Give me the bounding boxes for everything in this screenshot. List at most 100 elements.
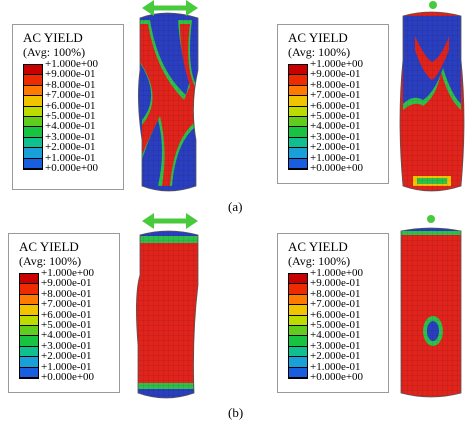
legend-swatch [23,64,43,75]
legend-level-label: +3.000e-01 [45,130,96,143]
legend-level-label: +8.000e-01 [45,78,96,91]
legend-swatch [288,366,308,377]
legend-level-label: +9.000e-01 [45,68,96,81]
legend-swatch [288,314,308,325]
legend-level-label: +4.000e-01 [310,329,361,342]
legend-level-label: +4.000e-01 [45,120,96,133]
legend-swatch [288,376,308,379]
legend-swatch [23,95,43,106]
legend-swatch [288,95,308,106]
legend-b-right: AC YIELD (Avg: 100%) +1.000e+00 +9.000e-0… [277,233,389,393]
legend-level-label: +8.000e-01 [310,78,361,91]
legend-swatch [23,74,43,85]
legend-swatch [19,376,39,379]
legend-title: AC YIELD [19,239,79,254]
legend-level-label: +2.000e-01 [45,141,96,154]
legend-swatch [288,84,308,96]
legend-swatch [19,366,39,377]
legend-swatch [288,115,308,127]
legend-level-label: +7.000e-01 [310,298,361,311]
legend-title: AC YIELD [288,30,348,45]
legend-swatch [288,147,308,158]
legend-level-label: +1.000e+00 [41,267,95,279]
legend-swatch [288,335,308,346]
legend-level-label: +7.000e-01 [310,89,361,102]
legend-subtitle: (Avg: 100%) [19,254,82,268]
legend-level-label: +6.000e-01 [310,99,361,112]
legend-swatch [23,157,43,168]
legend-swatch [288,293,308,305]
legend-swatch [23,115,43,127]
legend-swatch [288,304,308,315]
legend-subtitle: (Avg: 100%) [23,45,86,59]
legend-subtitle: (Avg: 100%) [288,45,351,59]
legend-level-label: +7.000e-01 [45,89,96,102]
legend-level-label: +3.000e-01 [310,130,361,143]
legend-level-label: +6.000e-01 [310,308,361,321]
panel-a-compression: AC YIELD (Avg: 100%) +1.000e+00 +9.000e-0… [237,0,474,200]
legend-level-label: +2.000e-01 [310,141,361,154]
legend-swatch [23,84,43,96]
deformed-cylinder-b-torsion [136,213,199,399]
legend-swatch [288,105,308,116]
legend-b-left: AC YIELD (Avg: 100%) +1.000e+00 +9.000e-0… [8,233,120,393]
load-point-marker-icon [427,215,435,223]
legend-swatch [19,335,39,346]
legend-level-label: +4.000e-01 [41,329,92,342]
legend-level-label: +1.000e-01 [310,151,361,164]
legend-swatch [23,136,43,148]
legend-swatch [288,157,308,168]
legend-level-label: +2.000e-01 [41,350,92,363]
legend-level-label: +0.000e+00 [45,161,99,174]
legend-level-label: +6.000e-01 [41,308,92,321]
legend-level-label: +1.000e-01 [310,360,361,373]
legend-swatch [288,64,308,75]
legend-swatch [288,283,308,294]
legend-swatch [19,273,39,284]
legend-level-label: +7.000e-01 [41,298,92,311]
legend-level-label: +1.000e+00 [45,58,99,70]
legend-swatch [19,356,39,367]
legend-level-label: +8.000e-01 [310,287,361,300]
legend-swatch [288,136,308,148]
legend-swatch [23,105,43,116]
legend-level-label: +4.000e-01 [310,120,361,133]
legend-level-label: +0.000e+00 [41,370,95,383]
legend-swatch [19,283,39,294]
legend-level-label: +0.000e+00 [310,370,364,383]
legend-level-label: +8.000e-01 [41,287,92,300]
deformed-cylinder-a-compression [399,1,465,192]
legend-swatch [19,314,39,325]
legend-level-label: +1.000e-01 [41,360,92,373]
legend-level-label: +9.000e-01 [41,277,92,290]
legend-swatch [288,167,308,170]
double-arrow-icon [142,213,198,229]
legend-swatch [288,74,308,85]
legend-swatch [288,345,308,357]
legend-swatch [19,304,39,315]
legend-level-label: +1.000e+00 [310,58,364,70]
legend-level-label: +1.000e-01 [45,151,96,164]
legend-swatch [288,356,308,367]
legend-swatch [23,167,43,170]
deformed-cylinder-b-compression [400,215,462,398]
legend-level-label: +6.000e-01 [45,99,96,112]
legend-swatch [288,126,308,137]
caption-a: (a) [228,199,243,214]
double-arrow-icon [142,0,198,16]
panel-a-torsion: AC YIELD (Avg: 100%) +1.000e+00 +9.000e-0… [0,0,237,200]
panel-b-torsion: AC YIELD (Avg: 100%) +1.000e+00 +9.000e-0… [0,213,237,400]
legend-level-label: +0.000e+00 [310,161,364,174]
deformed-cylinder-a-torsion [138,0,199,192]
legend-swatch [23,126,43,137]
legend-level-label: +5.000e-01 [310,318,361,331]
legend-level-label: +2.000e-01 [310,350,361,363]
legend-level-label: +9.000e-01 [310,277,361,290]
legend-subtitle: (Avg: 100%) [288,254,351,268]
legend-level-label: +5.000e-01 [310,109,361,122]
legend-level-label: +9.000e-01 [310,68,361,81]
legend-a-left: AC YIELD (Avg: 100%) +1.000e+00 +9.000e-0… [12,24,124,190]
legend-level-label: +3.000e-01 [310,339,361,352]
panel-b-compression: AC YIELD (Avg: 100%) +1.000e+00 +9.000e-0… [237,215,474,400]
legend-title: AC YIELD [288,239,348,254]
